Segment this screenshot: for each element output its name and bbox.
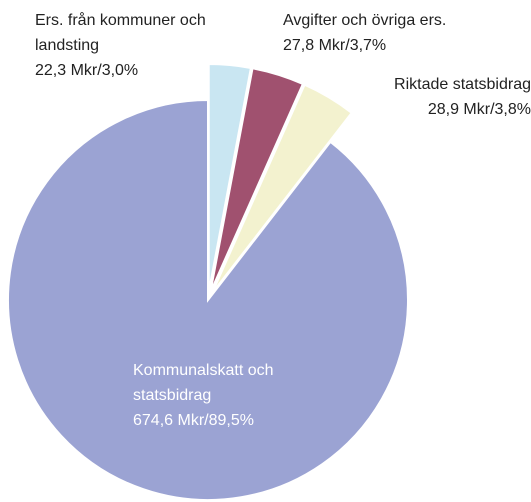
slice-label: Ers. från kommuner och landsting 22,3 Mkr… xyxy=(35,8,225,83)
category-label: Ers. från kommuner och landsting xyxy=(35,12,206,54)
category-label: Kommunalskatt och statsbidrag xyxy=(133,362,274,404)
category-label: Avgifter och övriga ers. xyxy=(283,12,447,29)
pie-slice xyxy=(7,98,409,501)
slice-label: Kommunalskatt och statsbidrag 674,6 Mkr/8… xyxy=(133,358,333,433)
value-label: 27,8 Mkr/3,7% xyxy=(283,37,387,54)
pie-slice xyxy=(209,67,305,293)
pie-slice xyxy=(211,83,354,294)
pie-slice xyxy=(207,63,253,293)
value-label: 22,3 Mkr/3,0% xyxy=(35,62,139,79)
value-label: 28,9 Mkr/3,8% xyxy=(427,101,531,118)
slice-label: Riktade statsbidrag 28,9 Mkr/3,8% xyxy=(331,72,531,122)
value-label: 674,6 Mkr/89,5% xyxy=(133,412,254,429)
slice-label: Avgifter och övriga ers. 27,8 Mkr/3,7% xyxy=(283,8,523,58)
category-label: Riktade statsbidrag xyxy=(394,76,531,93)
